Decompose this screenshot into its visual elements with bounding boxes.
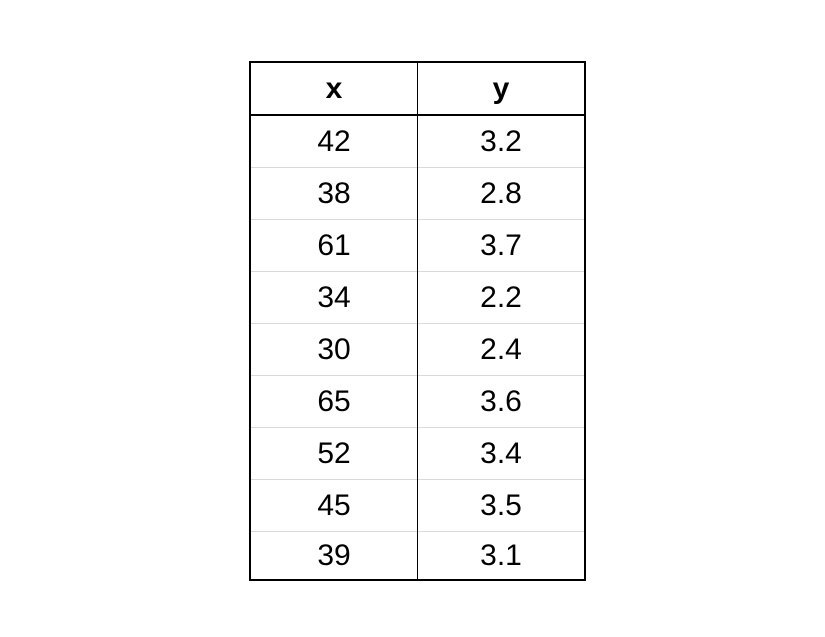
- column-header-x: x: [250, 62, 418, 116]
- cell-x: 61: [250, 219, 418, 272]
- cell-x: 34: [250, 271, 418, 324]
- cell-x: 65: [250, 375, 418, 428]
- table-row: 42 3.2: [250, 115, 585, 168]
- table-row: 30 2.4: [250, 323, 585, 376]
- table-row: 39 3.1: [250, 531, 585, 580]
- cell-x: 39: [250, 531, 418, 580]
- cell-y: 2.4: [417, 323, 585, 376]
- table-body: 42 3.2 38 2.8 61 3.7 34 2.2 30 2.4 65 3.6 52 3.4 45 3.5…: [250, 115, 585, 580]
- cell-y: 3.4: [417, 427, 585, 480]
- cell-y: 3.1: [417, 531, 585, 580]
- table-row: 34 2.2: [250, 271, 585, 324]
- column-header-y: y: [417, 62, 585, 116]
- cell-y: 2.2: [417, 271, 585, 324]
- cell-x: 30: [250, 323, 418, 376]
- cell-y: 3.6: [417, 375, 585, 428]
- data-table: x y 42 3.2 38 2.8 61 3.7 34 2.2 30 2.4 65 3.6 52 3.4 4…: [249, 61, 586, 581]
- header-row: x y: [250, 62, 585, 116]
- cell-x: 45: [250, 479, 418, 532]
- table-row: 45 3.5: [250, 479, 585, 532]
- table-header: x y: [250, 62, 585, 116]
- table-row: 38 2.8: [250, 167, 585, 220]
- cell-y: 3.5: [417, 479, 585, 532]
- cell-x: 38: [250, 167, 418, 220]
- cell-y: 3.2: [480, 124, 522, 158]
- table-row: 52 3.4: [250, 427, 585, 480]
- cell-y: 3.7: [417, 219, 585, 272]
- table-row: 61 3.7: [250, 219, 585, 272]
- cell-x: 52: [250, 427, 418, 480]
- cell-x: 42: [250, 115, 418, 168]
- table-row: 65 3.6: [250, 375, 585, 428]
- cell-y: 2.8: [417, 167, 585, 220]
